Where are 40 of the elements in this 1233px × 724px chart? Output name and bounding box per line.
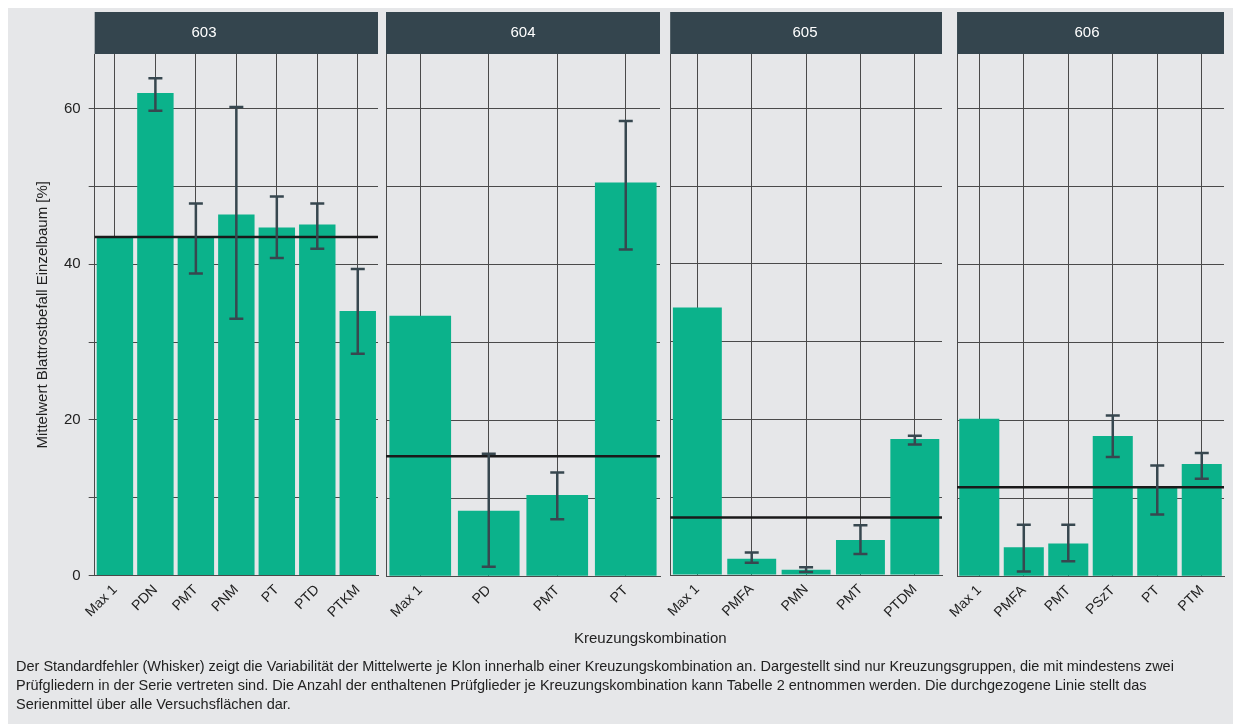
bar bbox=[727, 558, 777, 575]
y-tick-label: 60 bbox=[64, 98, 81, 116]
bar bbox=[96, 236, 134, 576]
bar bbox=[1137, 487, 1178, 576]
bar bbox=[835, 540, 885, 575]
x-tick-label: PD bbox=[468, 581, 494, 607]
x-tick-label: Max 1 bbox=[386, 581, 426, 620]
chart-title: 604 bbox=[510, 23, 536, 41]
bar bbox=[339, 310, 376, 576]
chart-title: 603 bbox=[191, 23, 217, 41]
x-tick-label: Max 1 bbox=[81, 580, 120, 620]
bar bbox=[890, 438, 940, 575]
bar bbox=[672, 307, 722, 575]
y-tick-label: 0 bbox=[72, 565, 81, 583]
x-tick-label: PT bbox=[1138, 581, 1163, 606]
bar bbox=[177, 236, 215, 576]
y-axis-title: Mittelwert Blattrostbefall Einzelbaum [%] bbox=[33, 181, 51, 449]
bar bbox=[526, 495, 589, 576]
chart-title: 606 bbox=[1074, 23, 1100, 41]
bar bbox=[594, 182, 657, 576]
x-tick-label: PT bbox=[257, 580, 282, 606]
y-tick-label: 20 bbox=[64, 410, 81, 428]
x-axis-title: Kreuzungskombination bbox=[574, 629, 727, 646]
text: Der Standardfehler (Whisker) zeigt die Variabilität der Mittelwerte je Klon innerhalb einer Kreuzungskombination an. Dargestellt sind nur Kreuzungsgruppen, die mit mindestens zwei Prüfgliedern in der Serie vertreten sind. Die Anzahl der enthaltenen Prüfglieder je Kreuzungskombination kann Tabelle 2 entnommen werden. Die durchgezogene Linie stellt das Serienmittel über alle Versuchsflächen dar. bbox=[15, 657, 1175, 714]
bar bbox=[218, 214, 255, 576]
bar bbox=[1181, 463, 1222, 576]
bar bbox=[389, 315, 452, 576]
chart-title: 605 bbox=[792, 23, 818, 41]
y-tick-label: 40 bbox=[64, 254, 81, 272]
bar bbox=[959, 418, 1000, 576]
bar bbox=[258, 227, 296, 576]
bar bbox=[299, 224, 336, 576]
bar bbox=[137, 92, 174, 576]
x-tick-label: Max 1 bbox=[945, 581, 985, 620]
bar bbox=[1092, 435, 1133, 576]
bar bbox=[1048, 543, 1089, 576]
x-tick-label: Max 1 bbox=[663, 580, 703, 619]
bar bbox=[457, 510, 520, 576]
bar bbox=[1003, 547, 1044, 576]
x-tick-label: PT bbox=[606, 581, 631, 606]
